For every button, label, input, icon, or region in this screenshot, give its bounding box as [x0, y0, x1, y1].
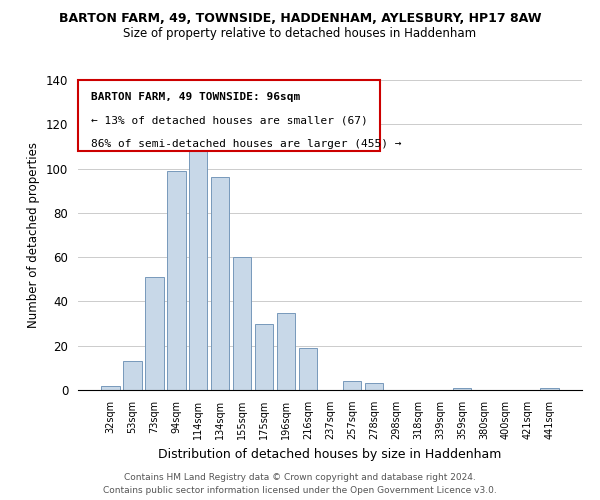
- Text: Contains public sector information licensed under the Open Government Licence v3: Contains public sector information licen…: [103, 486, 497, 495]
- Bar: [233, 257, 251, 390]
- Bar: [299, 348, 317, 390]
- Bar: [101, 386, 119, 390]
- Text: Contains HM Land Registry data © Crown copyright and database right 2024.: Contains HM Land Registry data © Crown c…: [124, 474, 476, 482]
- X-axis label: Distribution of detached houses by size in Haddenham: Distribution of detached houses by size …: [158, 448, 502, 460]
- Bar: [145, 277, 164, 390]
- Bar: [211, 178, 229, 390]
- Text: BARTON FARM, 49 TOWNSIDE: 96sqm: BARTON FARM, 49 TOWNSIDE: 96sqm: [91, 92, 300, 102]
- Bar: [123, 361, 142, 390]
- Bar: [452, 388, 471, 390]
- Bar: [365, 384, 383, 390]
- Y-axis label: Number of detached properties: Number of detached properties: [28, 142, 40, 328]
- Bar: [255, 324, 274, 390]
- Text: 86% of semi-detached houses are larger (455) →: 86% of semi-detached houses are larger (…: [91, 139, 401, 149]
- Bar: [541, 388, 559, 390]
- Bar: [277, 312, 295, 390]
- Bar: [189, 133, 208, 390]
- Text: ← 13% of detached houses are smaller (67): ← 13% of detached houses are smaller (67…: [91, 116, 367, 126]
- Bar: [343, 381, 361, 390]
- Text: Size of property relative to detached houses in Haddenham: Size of property relative to detached ho…: [124, 28, 476, 40]
- Text: BARTON FARM, 49, TOWNSIDE, HADDENHAM, AYLESBURY, HP17 8AW: BARTON FARM, 49, TOWNSIDE, HADDENHAM, AY…: [59, 12, 541, 26]
- Bar: [167, 171, 185, 390]
- FancyBboxPatch shape: [78, 80, 380, 152]
